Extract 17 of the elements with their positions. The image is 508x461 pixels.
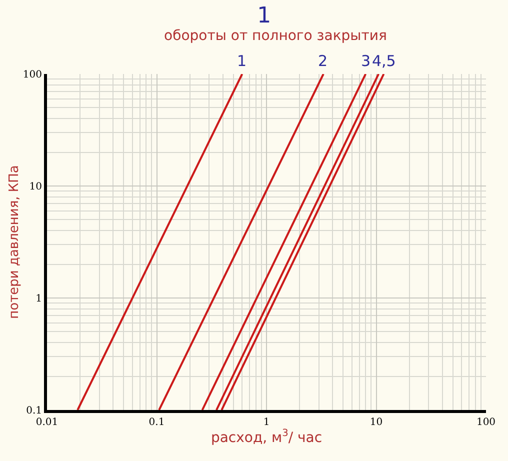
annotation: 3 — [361, 52, 371, 70]
chart-subtitle: обороты от полного закрытия — [164, 28, 387, 44]
annotation: 4,5 — [372, 52, 396, 70]
x-axis-title: расход, м$^{3}$/ час — [210, 428, 322, 446]
annotation: 2 — [318, 52, 328, 70]
y-axis-title: потери давления, КПа — [6, 165, 22, 319]
chart-title: 1 — [257, 3, 272, 28]
annotation: 1 — [237, 52, 247, 70]
y-tick-label: 100 — [22, 70, 42, 80]
x-tick-label: 0.1 — [148, 417, 165, 428]
y-tick-label: 10 — [29, 182, 42, 192]
y-tick-label: 0.1 — [26, 406, 42, 416]
x-tick-label: 10 — [370, 417, 383, 428]
x-tick-label: 100 — [476, 417, 496, 428]
x-tick-label: 1 — [263, 417, 270, 428]
y-tick-label: 1 — [36, 294, 42, 304]
x-tick-label: 0.01 — [36, 417, 58, 428]
